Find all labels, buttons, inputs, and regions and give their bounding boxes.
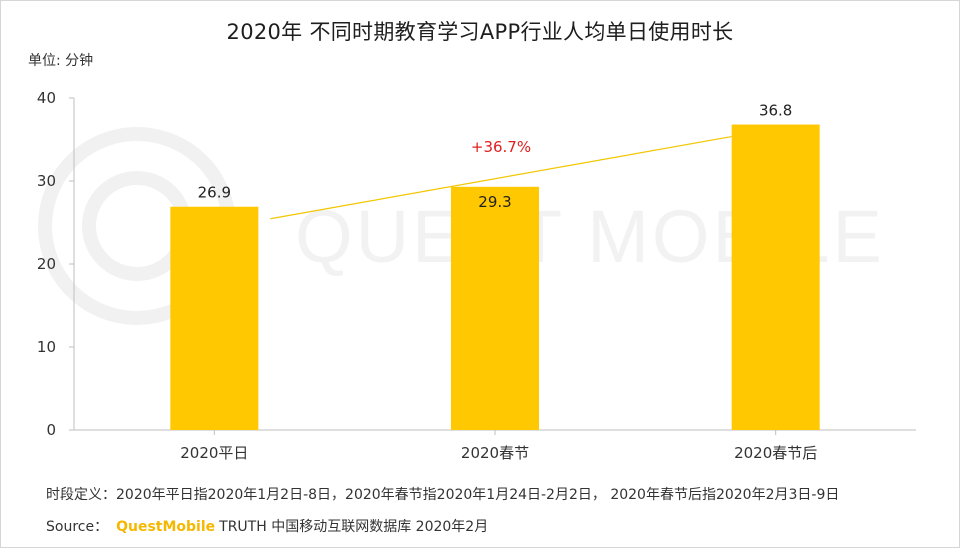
source-text: TRUTH 中国移动互联网数据库 2020年2月 [219, 519, 489, 535]
bar [451, 186, 539, 430]
y-tick-label: 20 [37, 255, 56, 273]
bars [170, 124, 820, 430]
x-tick-label: 2020春节 [461, 444, 529, 462]
x-tick-label: 2020平日 [180, 444, 248, 462]
bar [170, 206, 259, 430]
y-tick-label: 30 [37, 172, 56, 190]
y-tick-label: 10 [37, 338, 56, 356]
y-tick-label: 40 [37, 89, 56, 107]
source-brand: QuestMobile [116, 519, 216, 535]
data-label: 36.8 [759, 102, 792, 120]
bar [731, 124, 820, 430]
data-label: 29.3 [478, 193, 511, 211]
trend-line [270, 135, 732, 220]
y-tick-label: 0 [46, 421, 56, 439]
data-label: 26.9 [198, 184, 231, 202]
chart-title: 2020年 不同时期教育学习APP行业人均单日使用时长 [226, 20, 734, 44]
source-label: Source： [46, 519, 109, 535]
growth-label: +36.7% [471, 138, 531, 156]
source-line: Source： QuestMobile TRUTH 中国移动互联网数据库 2020年… [46, 516, 488, 536]
value-labels: 26.9 29.3 36.8 +36.7% [198, 102, 792, 220]
unit-label: 单位: 分钟 [28, 53, 94, 69]
x-tick-label: 2020春节后 [734, 444, 817, 462]
footnote: 时段定义：2020年平日指2020年1月2日-8日，2020年春节指2020年1… [46, 487, 840, 503]
